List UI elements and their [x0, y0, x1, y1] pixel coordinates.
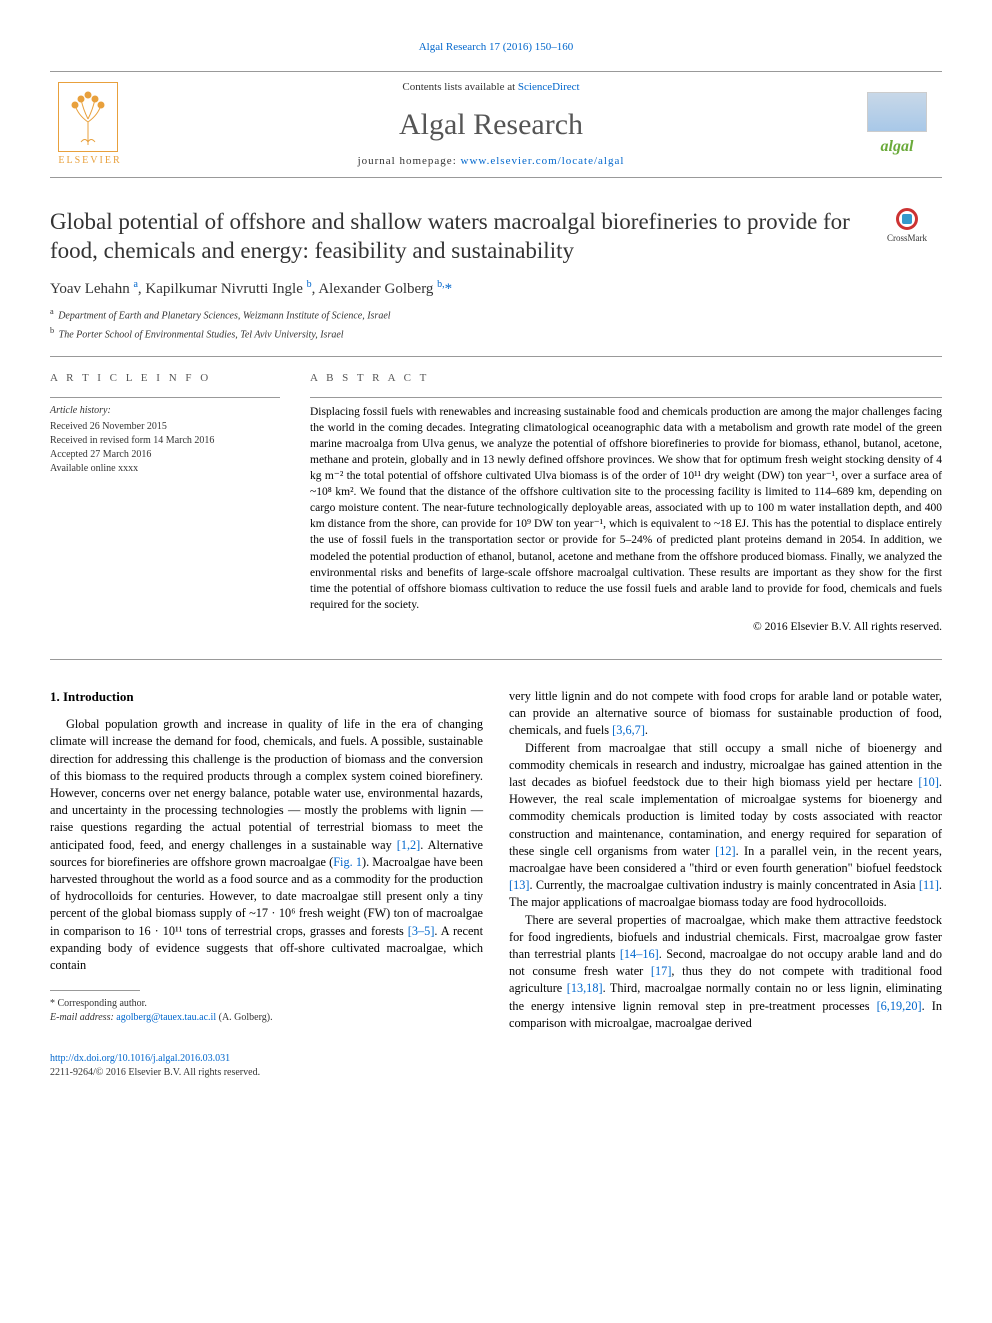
history-label: Article history: — [50, 404, 280, 418]
article-info-heading: A R T I C L E I N F O — [50, 371, 280, 386]
section-heading-intro: 1. Introduction — [50, 688, 483, 706]
intro-paragraph: Global population growth and increase in… — [50, 716, 483, 974]
issn-copyright: 2211-9264/© 2016 Elsevier B.V. All right… — [50, 1067, 260, 1078]
homepage-prefix: journal homepage: — [358, 155, 461, 167]
corresponding-footnote: * Corresponding author. — [50, 997, 483, 1011]
authors-line: Yoav Lehahn a, Kapilkumar Nivrutti Ingle… — [50, 278, 942, 300]
ref-link[interactable]: [3,6,7] — [612, 723, 645, 737]
doi-link[interactable]: http://dx.doi.org/10.1016/j.algal.2016.0… — [50, 1053, 230, 1064]
ref-link[interactable]: [6,19,20] — [877, 999, 922, 1013]
affiliation: b The Porter School of Environmental Stu… — [50, 325, 942, 342]
email-footnote: E-mail address: agolberg@tauex.tau.ac.il… — [50, 1011, 483, 1025]
body-column-left: 1. Introduction Global population growth… — [50, 688, 483, 1032]
ref-link[interactable]: [1,2] — [397, 838, 421, 852]
divider — [50, 659, 942, 660]
elsevier-tree-icon — [58, 82, 118, 152]
history-line: Received in revised form 14 March 2016 — [50, 434, 280, 448]
article-title: Global potential of offshore and shallow… — [50, 208, 852, 266]
contents-prefix: Contents lists available at — [402, 81, 517, 93]
ref-link[interactable]: [3–5] — [408, 924, 435, 938]
fig-link[interactable]: Fig. 1 — [333, 855, 362, 869]
divider — [50, 356, 942, 357]
ref-link[interactable]: [13] — [509, 878, 530, 892]
banner-center: Contents lists available at ScienceDirec… — [130, 80, 852, 169]
body-paragraph: There are several properties of macroalg… — [509, 912, 942, 1032]
abstract-copyright: © 2016 Elsevier B.V. All rights reserved… — [310, 619, 942, 635]
banner-right: algal — [852, 92, 942, 158]
algal-logo-icon: algal — [881, 136, 914, 158]
ref-link[interactable]: [10] — [918, 775, 939, 789]
abstract-body: Displacing fossil fuels with renewables … — [310, 404, 942, 613]
email-link[interactable]: agolberg@tauex.tau.ac.il — [116, 1012, 216, 1023]
ref-link[interactable]: [14–16] — [620, 947, 659, 961]
homepage-link[interactable]: www.elsevier.com/locate/algal — [461, 155, 625, 167]
body-paragraph: very little lignin and do not compete wi… — [509, 688, 942, 740]
journal-banner: ELSEVIER Contents lists available at Sci… — [50, 71, 942, 178]
history-line: Accepted 27 March 2016 — [50, 448, 280, 462]
ref-link[interactable]: [11] — [919, 878, 939, 892]
elsevier-logo-block: ELSEVIER — [50, 82, 130, 168]
footer: http://dx.doi.org/10.1016/j.algal.2016.0… — [50, 1052, 942, 1080]
crossmark-badge[interactable]: CrossMark — [872, 208, 942, 245]
history-line: Received 26 November 2015 — [50, 420, 280, 434]
corresponding-star[interactable]: * — [445, 281, 453, 297]
crossmark-icon — [896, 208, 918, 230]
body-column-right: very little lignin and do not compete wi… — [509, 688, 942, 1032]
footnote-separator — [50, 990, 140, 991]
cover-thumbnail-icon — [867, 92, 927, 132]
crossmark-label: CrossMark — [887, 232, 927, 245]
elsevier-wordmark: ELSEVIER — [58, 154, 121, 168]
abstract-heading: A B S T R A C T — [310, 371, 942, 386]
sciencedirect-link[interactable]: ScienceDirect — [518, 81, 580, 93]
history-line: Available online xxxx — [50, 462, 280, 476]
running-header: Algal Research 17 (2016) 150–160 — [50, 40, 942, 55]
body-paragraph: Different from macroalgae that still occ… — [509, 740, 942, 912]
ref-link[interactable]: [13,18] — [567, 981, 603, 995]
abstract: A B S T R A C T Displacing fossil fuels … — [310, 371, 942, 635]
ref-link[interactable]: [17] — [651, 964, 672, 978]
ref-link[interactable]: [12] — [715, 844, 736, 858]
journal-name: Algal Research — [130, 104, 852, 146]
affiliation: a Department of Earth and Planetary Scie… — [50, 306, 942, 323]
article-info: A R T I C L E I N F O Article history: R… — [50, 371, 280, 635]
